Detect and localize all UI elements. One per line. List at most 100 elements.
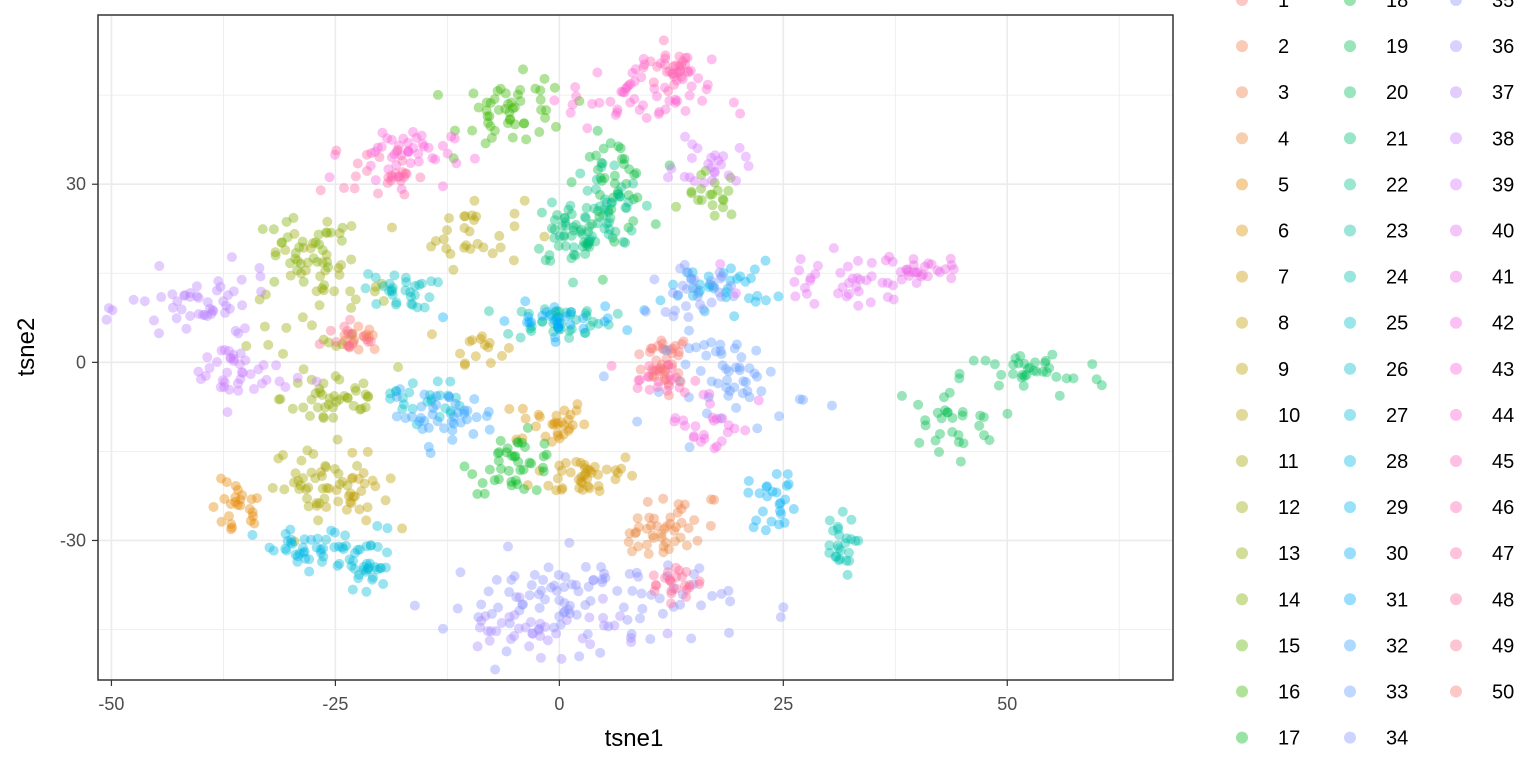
scatter-point [348, 491, 359, 502]
scatter-point [709, 210, 720, 221]
scatter-point [237, 490, 248, 501]
scatter-point [504, 404, 515, 415]
scatter-point [399, 189, 410, 200]
scatter-point [363, 391, 374, 402]
scatter-point [334, 269, 345, 280]
scatter-point [584, 151, 595, 162]
legend-label: 26 [1386, 359, 1408, 381]
scatter-point [565, 307, 576, 318]
scatter-point [773, 291, 784, 302]
scatter-point [574, 96, 585, 107]
scatter-point [855, 274, 866, 285]
scatter-point [522, 480, 533, 491]
scatter-point [461, 414, 472, 425]
scatter-point [1091, 374, 1102, 385]
scatter-point [571, 456, 582, 467]
x-tick-label: 25 [773, 694, 793, 714]
scatter-point [805, 273, 816, 284]
scatter-point [329, 286, 340, 297]
scatter-point [672, 67, 683, 78]
scatter-point [564, 325, 575, 336]
scatter-point [513, 623, 524, 634]
scatter-point [331, 145, 342, 156]
scatter-point [547, 419, 558, 430]
scatter-point [667, 288, 678, 299]
scatter-point [718, 151, 729, 162]
scatter-point [846, 534, 857, 545]
scatter-point [549, 215, 560, 226]
scatter-point [583, 238, 594, 249]
scatter-point [552, 209, 563, 220]
scatter-point [548, 318, 559, 329]
scatter-point [901, 264, 912, 275]
scatter-point [515, 465, 526, 476]
scatter-point [507, 132, 518, 143]
scatter-point [666, 585, 677, 596]
scatter-point [407, 378, 418, 389]
scatter-point [385, 393, 396, 404]
scatter-point [281, 216, 292, 227]
scatter-point [409, 600, 420, 611]
scatter-point [318, 551, 329, 562]
scatter-point [459, 211, 470, 222]
scatter-point [633, 522, 644, 533]
scatter-point [506, 480, 517, 491]
scatter-point [543, 562, 554, 573]
scatter-point [509, 451, 520, 462]
scatter-point [674, 60, 685, 71]
scatter-point [709, 177, 720, 188]
scatter-point [629, 169, 640, 180]
scatter-point [957, 407, 968, 418]
scatter-point [273, 394, 284, 405]
scatter-point [325, 227, 336, 238]
scatter-point [315, 547, 326, 558]
scatter-point [644, 384, 655, 395]
scatter-point [485, 98, 496, 109]
scatter-point [609, 620, 620, 631]
scatter-point [538, 574, 549, 585]
scatter-point [285, 270, 296, 281]
scatter-point [669, 305, 680, 316]
scatter-point [938, 392, 949, 403]
scatter-point [613, 189, 624, 200]
scatter-point [348, 337, 359, 348]
scatter-point [459, 408, 470, 419]
legend-key [1236, 316, 1248, 329]
scatter-point [996, 369, 1007, 380]
scatter-point [434, 411, 445, 422]
scatter-point [221, 477, 232, 488]
scatter-point [945, 253, 956, 264]
legend-label: 19 [1386, 36, 1408, 58]
scatter-point [597, 574, 608, 585]
scatter-point [320, 460, 331, 471]
scatter-point [641, 112, 652, 123]
scatter-point [223, 346, 234, 357]
scatter-point [423, 422, 434, 433]
scatter-point [337, 222, 348, 233]
scatter-point [371, 299, 382, 310]
scatter-point [707, 412, 718, 423]
scatter-point [668, 279, 679, 290]
scatter-point [202, 311, 213, 322]
scatter-point [788, 504, 799, 515]
scatter-point [329, 463, 340, 474]
scatter-point [212, 357, 223, 368]
scatter-point [920, 420, 931, 431]
scatter-point [222, 367, 233, 378]
scatter-point [503, 541, 514, 552]
scatter-point [290, 248, 301, 259]
scatter-point [552, 430, 563, 441]
scatter-point [762, 481, 773, 492]
scatter-point [300, 265, 311, 276]
scatter-point [597, 577, 608, 588]
scatter-point [298, 473, 309, 484]
scatter-point [439, 423, 450, 434]
scatter-point [338, 183, 349, 194]
scatter-point [690, 421, 701, 432]
scatter-point [313, 515, 324, 526]
scatter-point [704, 388, 715, 399]
scatter-point [595, 647, 606, 658]
scatter-point [833, 288, 844, 299]
scatter-point [376, 278, 387, 289]
scatter-point [804, 275, 815, 286]
